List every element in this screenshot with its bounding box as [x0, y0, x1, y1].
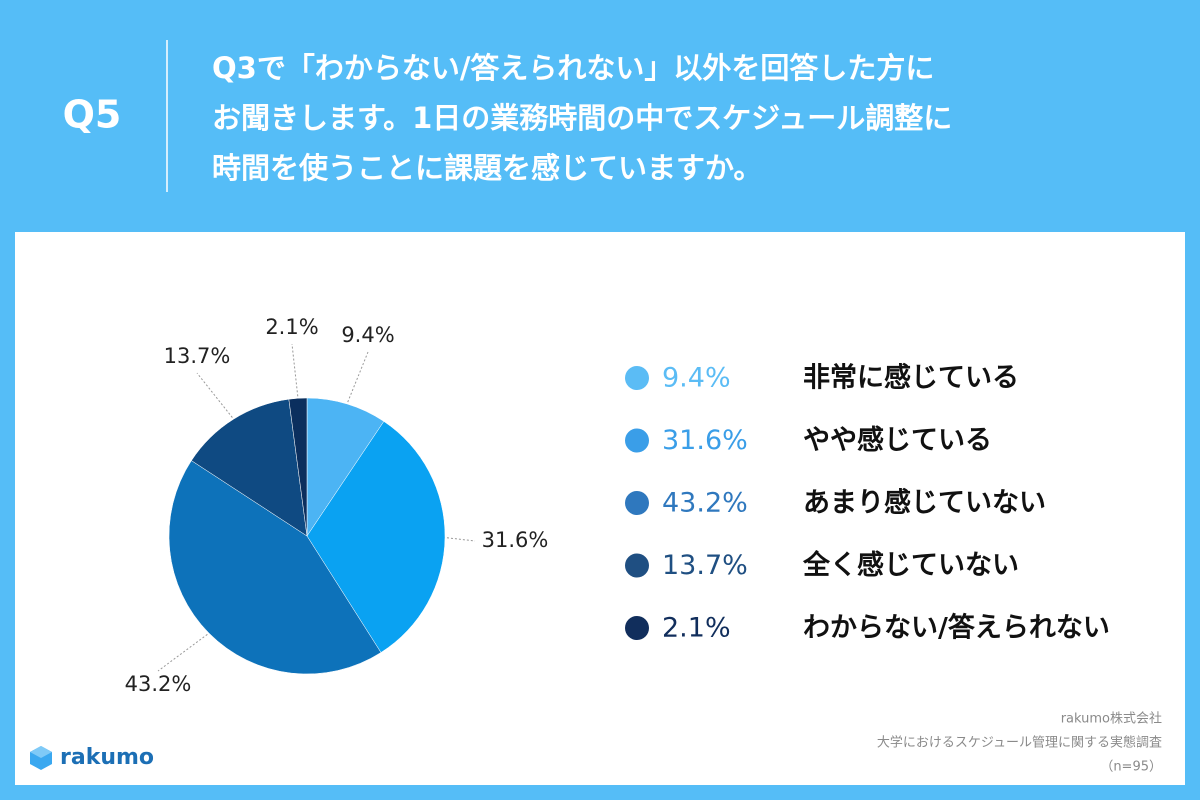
legend-marker: [625, 428, 649, 453]
legend-value: 31.6%: [662, 425, 748, 456]
legend-value: 43.2%: [662, 488, 748, 519]
legend-value: 9.4%: [662, 363, 731, 394]
legend-label: やや感じている: [803, 424, 992, 456]
data-label: 9.4%: [341, 323, 394, 347]
pie-slice: [191, 398, 308, 537]
question-line: お聞きします。1日の業務時間の中でスケジュール調整に: [212, 101, 952, 135]
legend-label: わからない/答えられない: [803, 612, 1110, 644]
data-label: 43.2%: [125, 672, 192, 696]
question-line: Q3で「わからない/答えられない」以外を回答した方に: [212, 51, 934, 85]
legend-label: 全く感じていない: [802, 549, 1019, 581]
question-line: 時間を使うことに課題を感じていますか。: [212, 151, 762, 185]
legend-marker: [625, 491, 649, 515]
legend-marker: [625, 616, 649, 640]
leader-line: [446, 537, 476, 542]
pie-slice: [288, 397, 308, 537]
data-label: 13.7%: [164, 344, 231, 368]
pie-slice: [168, 460, 382, 675]
legend-value: 2.1%: [662, 613, 731, 644]
legend-value: 13.7%: [662, 550, 748, 581]
legend-label: あまり感じていない: [803, 487, 1046, 519]
footer-sample: （n=95）: [1100, 760, 1162, 775]
data-label: 2.1%: [265, 315, 318, 339]
data-label: 31.6%: [482, 528, 549, 552]
pie-slice: [306, 397, 385, 537]
footer-survey: 大学におけるスケジュール管理に関する実態調査: [877, 735, 1162, 751]
pie-slice: [306, 421, 446, 653]
logo-text: rakumo: [60, 745, 154, 770]
question-label: Q5: [63, 93, 122, 137]
logo-icon: [30, 746, 52, 770]
legend-marker: [625, 553, 649, 578]
leader-line: [347, 351, 369, 403]
footer-company: rakumo株式会社: [1061, 711, 1162, 727]
legend-label: 非常に感じている: [803, 362, 1019, 394]
legend-marker: [625, 366, 649, 390]
leader-line: [196, 372, 233, 418]
leader-line: [291, 343, 299, 397]
